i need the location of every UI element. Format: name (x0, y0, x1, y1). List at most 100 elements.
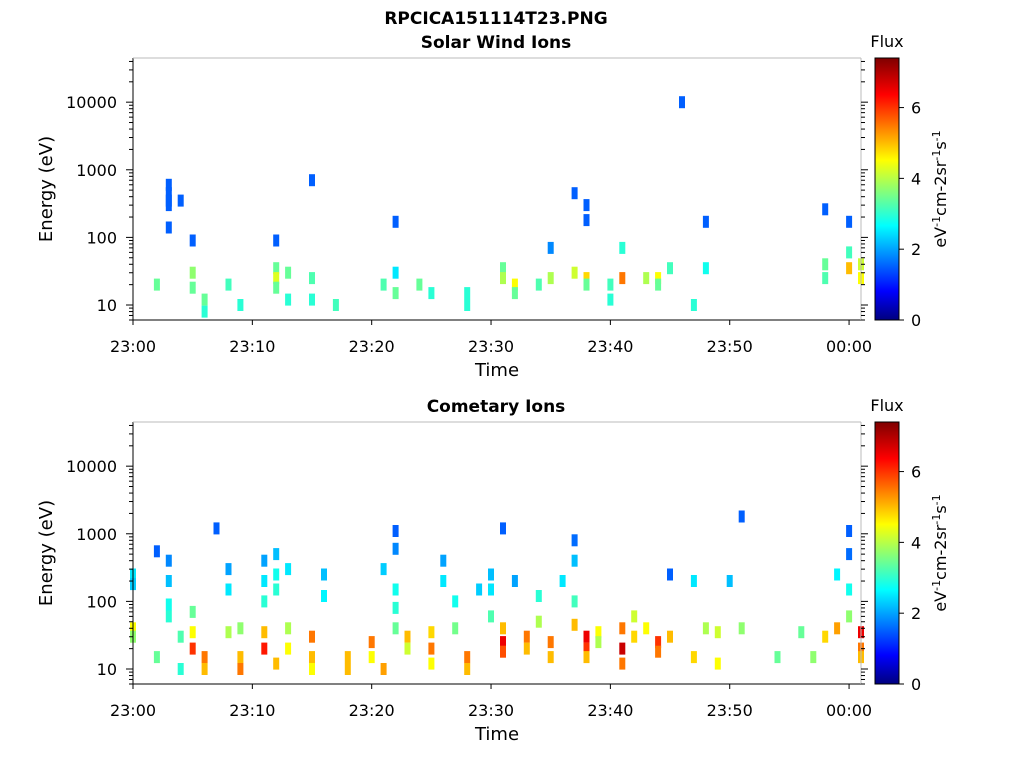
flux-cell (165, 598, 172, 611)
flux-cell (846, 215, 853, 228)
flux-cell (726, 575, 733, 587)
flux-cell (500, 262, 506, 275)
colorbar-title: Flux (870, 32, 903, 51)
flux-cell (165, 554, 172, 567)
flux-cell (368, 636, 375, 649)
flux-cell (846, 262, 853, 275)
flux-cell (380, 278, 387, 291)
flux-cell (273, 583, 280, 596)
flux-cell (225, 583, 232, 596)
flux-cell (631, 630, 638, 643)
flux-cell (201, 293, 208, 306)
y-axis-label: Energy (eV) (36, 136, 57, 242)
solar-wind-ions-title: Solar Wind Ions (421, 33, 572, 53)
flux-cell (165, 178, 172, 191)
flux-cell (177, 194, 184, 207)
flux-cell (392, 622, 399, 635)
flux-cell (201, 663, 208, 675)
flux-cell (189, 605, 196, 618)
flux-cell (655, 636, 662, 649)
flux-cell (547, 272, 554, 285)
flux-cell (571, 554, 578, 567)
flux-cell (595, 636, 602, 649)
flux-cell (428, 657, 435, 670)
flux-cell (488, 583, 494, 596)
flux-cell (535, 590, 542, 602)
flux-cell (285, 622, 292, 635)
flux-cell (619, 642, 626, 655)
flux-cell (273, 234, 280, 247)
flux-cell (392, 215, 399, 228)
y-tick-label: 1000 (76, 525, 117, 544)
flux-cell (189, 626, 196, 639)
flux-cell (309, 293, 315, 306)
flux-cell (452, 622, 459, 635)
flux-cell (261, 575, 268, 587)
colorbar (874, 57, 900, 321)
colorbar-tick-label: 4 (911, 169, 921, 188)
flux-cell (619, 241, 626, 254)
colorbar-tick-label: 0 (911, 311, 921, 330)
flux-cell (774, 651, 781, 664)
flux-cell (571, 534, 578, 547)
colorbar-tick-label: 6 (911, 99, 921, 118)
flux-cell (464, 299, 471, 311)
flux-cell (702, 215, 709, 228)
flux-cell (273, 272, 280, 285)
x-tick-label: 23:30 (468, 337, 514, 356)
flux-cell (643, 272, 650, 285)
flux-cell (440, 575, 447, 587)
flux-cell (309, 663, 315, 675)
flux-cell (285, 266, 292, 279)
flux-cell (846, 610, 853, 623)
flux-cell (619, 657, 626, 670)
flux-cell (440, 554, 447, 567)
flux-cell (428, 626, 435, 639)
cometary-ions-panel: Cometary Ions 10 100 1000 10000 23:00 23:10 23… (36, 396, 950, 745)
flux-cell (189, 234, 196, 247)
x-axis-label: Time (474, 360, 519, 381)
y-tick-label: 1000 (76, 161, 117, 180)
flux-cell (285, 642, 292, 655)
flux-cell (846, 525, 853, 537)
flux-cell (535, 615, 542, 628)
flux-cell (261, 595, 268, 608)
flux-cell (547, 241, 554, 254)
flux-cell (153, 545, 160, 558)
flux-cell (846, 583, 853, 596)
flux-cell (571, 595, 578, 608)
flux-cell (213, 522, 220, 535)
solar-wind-cells (153, 96, 864, 318)
flux-cell (547, 651, 554, 664)
flux-cell (165, 199, 172, 212)
flux-cell (273, 657, 280, 670)
flux-cell (702, 622, 709, 635)
x-tick-label: 00:00 (826, 701, 872, 720)
flux-cell (380, 563, 387, 576)
flux-cell (667, 630, 673, 643)
flux-cell (595, 626, 602, 639)
cometary-cells (130, 510, 864, 675)
flux-cell (655, 278, 662, 291)
flux-cell (237, 622, 244, 635)
flux-cell (500, 622, 506, 635)
flux-cell (714, 626, 721, 639)
flux-cell (404, 630, 411, 643)
flux-cell (177, 663, 184, 675)
x-tick-label: 00:00 (826, 337, 872, 356)
flux-cell (165, 575, 172, 587)
x-tick-label: 23:50 (707, 337, 753, 356)
flux-cell (309, 651, 315, 664)
flux-cell (571, 618, 578, 631)
flux-cell (607, 293, 614, 306)
flux-cell (225, 563, 232, 576)
y-tick-label: 10 (97, 296, 117, 315)
flux-cell (368, 651, 375, 664)
flux-cell (643, 622, 650, 635)
solar-wind-ions-panel: Solar Wind Ions 10 100 1000 10000 23:00 23:10… (36, 32, 950, 381)
flux-cell (392, 601, 399, 614)
flux-cell (738, 622, 745, 635)
flux-cell (535, 278, 542, 291)
flux-cell (679, 96, 685, 109)
